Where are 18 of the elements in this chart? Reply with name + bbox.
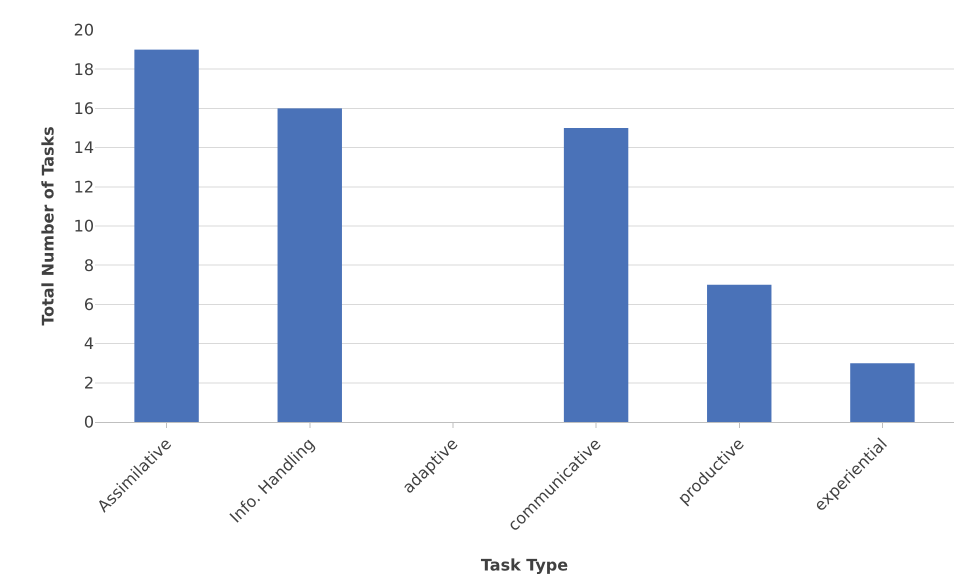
bar: [850, 363, 915, 422]
y-axis-title: Total Number of Tasks: [38, 126, 58, 326]
y-tick-label: 10: [74, 216, 94, 236]
bar: [564, 128, 628, 422]
y-tick-label: 14: [74, 138, 94, 158]
x-axis-title: Task Type: [480, 555, 568, 574]
y-tick-label: 20: [74, 20, 94, 40]
y-tick-label: 2: [84, 373, 94, 392]
y-tick-label: 6: [84, 295, 94, 314]
y-tick-label: 12: [74, 177, 94, 196]
y-tick-label: 16: [74, 99, 94, 118]
bar: [134, 50, 199, 422]
bar: [707, 284, 772, 422]
y-tick-label: 0: [84, 412, 94, 432]
y-tick-label: 18: [74, 60, 94, 79]
y-tick-label: 8: [84, 256, 94, 275]
bar: [278, 108, 342, 422]
y-tick-label: 4: [84, 334, 94, 354]
